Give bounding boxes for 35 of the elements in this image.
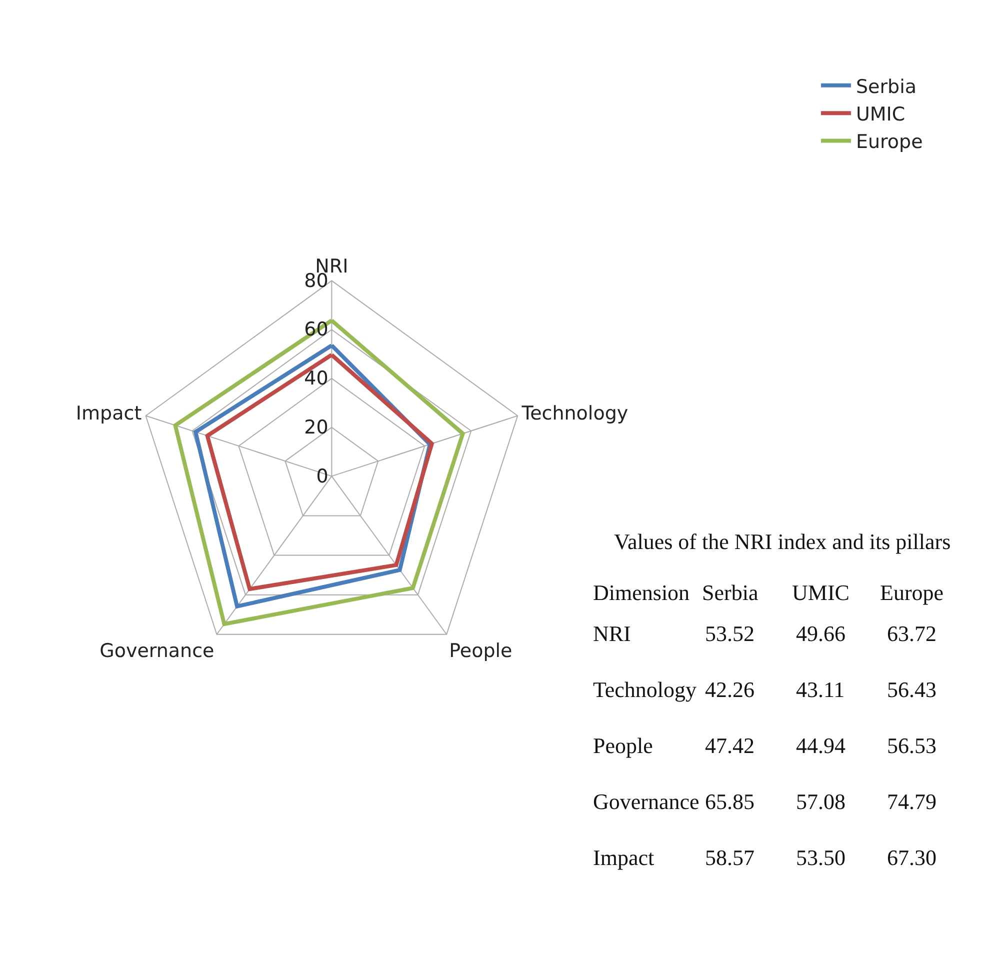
text: UMIC: [792, 580, 850, 605]
text: 43.11: [796, 677, 845, 702]
legend-label: Serbia: [856, 76, 917, 98]
text: 53.52: [705, 621, 754, 646]
legend-label: Europe: [856, 131, 923, 154]
text: Europe: [880, 580, 944, 605]
y-tick-label: 0: [316, 465, 328, 488]
text: Governance: [593, 789, 700, 814]
spoke-label: People: [449, 640, 512, 662]
text: 49.66: [796, 621, 846, 646]
spoke-label: Technology: [520, 402, 628, 425]
text: 57.08: [796, 789, 846, 814]
text: 56.43: [887, 677, 936, 702]
text: 42.26: [705, 677, 754, 702]
text: Serbia: [702, 580, 758, 605]
text: Dimension: [593, 580, 690, 605]
text: 53.50: [796, 845, 846, 870]
text: Technology: [593, 677, 697, 702]
text: People: [593, 733, 653, 758]
text: 44.94: [796, 733, 846, 758]
text: NRI: [593, 621, 631, 646]
text: 63.72: [887, 621, 936, 646]
text: 58.57: [705, 845, 754, 870]
text: Values of the NRI index and its pillars: [614, 529, 951, 554]
spoke-label: Governance: [100, 640, 214, 662]
text: 65.85: [705, 789, 754, 814]
text: 47.42: [705, 733, 754, 758]
text: 67.30: [887, 845, 936, 870]
y-tick-label: 40: [304, 368, 328, 390]
spoke-label: Impact: [76, 402, 142, 425]
text: 74.79: [887, 789, 936, 814]
text: Impact: [593, 845, 654, 870]
legend-label: UMIC: [856, 104, 906, 126]
y-tick-label: 20: [304, 416, 328, 438]
text: 56.53: [887, 733, 936, 758]
